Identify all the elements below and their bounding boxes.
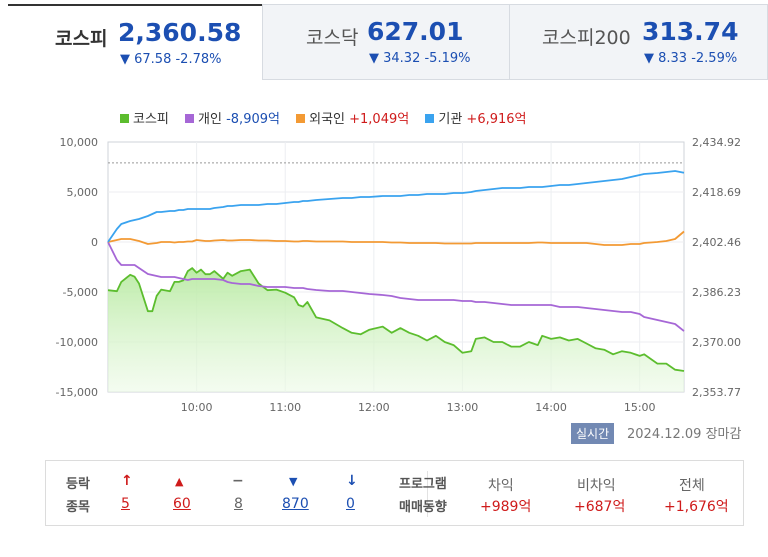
x-tick-label: 14:00	[535, 401, 567, 414]
legend-swatch	[296, 114, 306, 123]
upper-limit-count[interactable]: 5	[121, 496, 130, 512]
upper-limit-icon: ↑	[121, 473, 133, 489]
y-right-tick-label: 2,402.46	[692, 236, 741, 249]
panel-divider	[427, 471, 428, 517]
y-right-tick-label: 2,418.69	[692, 186, 741, 199]
non-arbitrage-header: 비차익	[577, 478, 616, 494]
program-label-2: 매매동향	[399, 500, 447, 515]
legend-item-individual: 개인 -8,909억	[185, 108, 280, 127]
tab-kosdaq-change: ▼ 34.32 -5.19%	[369, 51, 471, 66]
rise-icon: ▲	[175, 475, 184, 488]
chart-lines	[107, 170, 685, 372]
tab-kospi[interactable]: 코스피 2,360.58 ▼ 67.58 -2.78%	[8, 4, 262, 80]
legend-swatch	[185, 114, 195, 123]
tab-kospi200[interactable]: 코스피200 313.74 ▼ 8.33 -2.59%	[509, 4, 768, 80]
y-left-tick-label: 0	[91, 236, 98, 249]
x-tick-label: 12:00	[358, 401, 390, 414]
x-tick-label: 15:00	[624, 401, 656, 414]
legend-label: 코스피	[133, 112, 169, 127]
series-area-kospi	[108, 268, 684, 392]
tab-kospi200-name: 코스피200	[542, 27, 631, 49]
y-left-tick-label: -10,000	[56, 336, 98, 349]
chart-labels: 10,000 5,000 0 -5,000 -10,000 -15,000 2,434.92…	[56, 136, 741, 414]
legend-swatch	[120, 114, 129, 123]
fall-count[interactable]: 870	[282, 496, 309, 512]
tab-kosdaq-value: 627.01	[367, 17, 464, 46]
chart-legend: 코스피 개인 -8,909억 외국인 +1,049억 기관 +6,916억	[120, 108, 539, 127]
arbitrage-header: 차익	[488, 478, 514, 494]
index-tabs: 코스피 2,360.58 ▼ 67.58 -2.78% 코스닥 627.01 ▼…	[8, 4, 768, 80]
market-breadth-panel: 등락 종목 ↑ 5 ▲ 60 − 8 ▼ 870 ↓ 0 프로그램 매매동향 차…	[45, 460, 744, 526]
market-date-value: 2024.12.09	[627, 427, 702, 442]
tab-kospi200-value: 313.74	[642, 17, 739, 46]
market-date: 2024.12.09 장마감	[627, 423, 741, 442]
x-tick-label: 10:00	[181, 401, 213, 414]
y-right-tick-label: 2,434.92	[692, 136, 741, 149]
y-left-tick-label: 10,000	[60, 136, 99, 149]
legend-item-kospi: 코스피	[120, 108, 169, 127]
program-label-1: 프로그램	[399, 477, 447, 492]
legend-item-foreign: 외국인 +1,049억	[296, 108, 409, 127]
legend-swatch	[425, 114, 435, 123]
tab-kosdaq-name: 코스닥	[306, 27, 359, 49]
unchanged-icon: −	[232, 473, 244, 489]
legend-label: 외국인	[309, 112, 345, 127]
series-line-외국인	[107, 230, 685, 246]
breadth-label-1: 등락	[66, 477, 90, 492]
tab-kospi-value: 2,360.58	[118, 18, 242, 47]
series-line-코스피	[107, 267, 685, 372]
y-left-tick-label: -15,000	[56, 386, 98, 399]
arbitrage-value: +989억	[480, 499, 532, 515]
legend-label: 개인	[198, 112, 222, 127]
legend-value: +6,916억	[466, 112, 527, 127]
tab-kosdaq[interactable]: 코스닥 627.01 ▼ 34.32 -5.19%	[262, 4, 510, 80]
rise-count[interactable]: 60	[173, 496, 191, 512]
tab-kospi-name: 코스피	[55, 28, 108, 50]
lower-limit-count[interactable]: 0	[346, 496, 355, 512]
x-tick-label: 13:00	[447, 401, 479, 414]
fall-icon: ▼	[289, 475, 298, 488]
series-line-기관	[107, 170, 685, 243]
total-value: +1,676억	[664, 499, 729, 515]
realtime-badge[interactable]: 실시간	[571, 423, 615, 444]
tab-kospi200-change: ▼ 8.33 -2.59%	[644, 51, 738, 66]
unchanged-count[interactable]: 8	[234, 496, 243, 512]
y-right-tick-label: 2,370.00	[692, 336, 741, 349]
legend-value: +1,049억	[349, 112, 410, 127]
series-line-개인	[107, 241, 685, 332]
legend-value: -8,909억	[226, 112, 280, 127]
legend-item-institution: 기관 +6,916억	[425, 108, 527, 127]
chart-fills	[108, 268, 684, 392]
y-left-tick-label: 5,000	[67, 186, 99, 199]
lower-limit-icon: ↓	[346, 473, 358, 489]
breadth-label-2: 종목	[66, 500, 90, 515]
non-arbitrage-value: +687억	[574, 499, 626, 515]
total-header: 전체	[679, 478, 705, 494]
legend-label: 기관	[438, 112, 463, 127]
x-tick-label: 11:00	[269, 401, 301, 414]
tab-kospi-change: ▼ 67.58 -2.78%	[120, 52, 222, 67]
intraday-chart: 10,000 5,000 0 -5,000 -10,000 -15,000 2,434.92…	[56, 136, 741, 414]
market-state: 장마감	[705, 427, 742, 442]
y-right-tick-label: 2,386.23	[692, 286, 741, 299]
y-left-tick-label: -5,000	[63, 286, 98, 299]
y-right-tick-label: 2,353.77	[692, 386, 741, 399]
